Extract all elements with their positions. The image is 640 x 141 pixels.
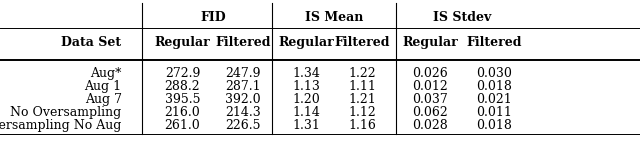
Text: 287.1: 287.1 bbox=[225, 80, 261, 93]
Text: 1.31: 1.31 bbox=[292, 119, 320, 132]
Text: 0.018: 0.018 bbox=[476, 80, 512, 93]
Text: IS Mean: IS Mean bbox=[305, 11, 364, 24]
Text: 1.11: 1.11 bbox=[348, 80, 376, 93]
Text: 1.20: 1.20 bbox=[292, 93, 320, 106]
Text: FID: FID bbox=[200, 11, 226, 24]
Text: 0.011: 0.011 bbox=[476, 106, 512, 119]
Text: 0.037: 0.037 bbox=[412, 93, 448, 106]
Text: 226.5: 226.5 bbox=[225, 119, 261, 132]
Text: Data Set: Data Set bbox=[61, 36, 122, 49]
Text: 0.018: 0.018 bbox=[476, 119, 512, 132]
Text: 392.0: 392.0 bbox=[225, 93, 261, 106]
Text: Filtered: Filtered bbox=[216, 36, 271, 49]
Text: 0.026: 0.026 bbox=[412, 67, 448, 80]
Text: Filtered: Filtered bbox=[335, 36, 390, 49]
Text: 395.5: 395.5 bbox=[164, 93, 200, 106]
Text: 0.021: 0.021 bbox=[476, 93, 512, 106]
Text: 0.030: 0.030 bbox=[476, 67, 512, 80]
Text: 1.14: 1.14 bbox=[292, 106, 320, 119]
Text: 0.012: 0.012 bbox=[412, 80, 448, 93]
Text: Oversampling No Aug: Oversampling No Aug bbox=[0, 119, 122, 132]
Text: Aug*: Aug* bbox=[90, 67, 122, 80]
Text: Regular: Regular bbox=[154, 36, 211, 49]
Text: 261.0: 261.0 bbox=[164, 119, 200, 132]
Text: 0.062: 0.062 bbox=[412, 106, 448, 119]
Text: 216.0: 216.0 bbox=[164, 106, 200, 119]
Text: Aug 7: Aug 7 bbox=[84, 93, 122, 106]
Text: 1.16: 1.16 bbox=[348, 119, 376, 132]
Text: Regular: Regular bbox=[402, 36, 458, 49]
Text: 1.13: 1.13 bbox=[292, 80, 320, 93]
Text: Filtered: Filtered bbox=[467, 36, 522, 49]
Text: Regular: Regular bbox=[278, 36, 334, 49]
Text: 247.9: 247.9 bbox=[225, 67, 261, 80]
Text: 1.21: 1.21 bbox=[348, 93, 376, 106]
Text: No Oversampling: No Oversampling bbox=[10, 106, 122, 119]
Text: 272.9: 272.9 bbox=[164, 67, 200, 80]
Text: 214.3: 214.3 bbox=[225, 106, 261, 119]
Text: 1.12: 1.12 bbox=[348, 106, 376, 119]
Text: 288.2: 288.2 bbox=[164, 80, 200, 93]
Text: Aug 1: Aug 1 bbox=[84, 80, 122, 93]
Text: 1.34: 1.34 bbox=[292, 67, 320, 80]
Text: 0.028: 0.028 bbox=[412, 119, 448, 132]
Text: IS Stdev: IS Stdev bbox=[433, 11, 492, 24]
Text: 1.22: 1.22 bbox=[348, 67, 376, 80]
